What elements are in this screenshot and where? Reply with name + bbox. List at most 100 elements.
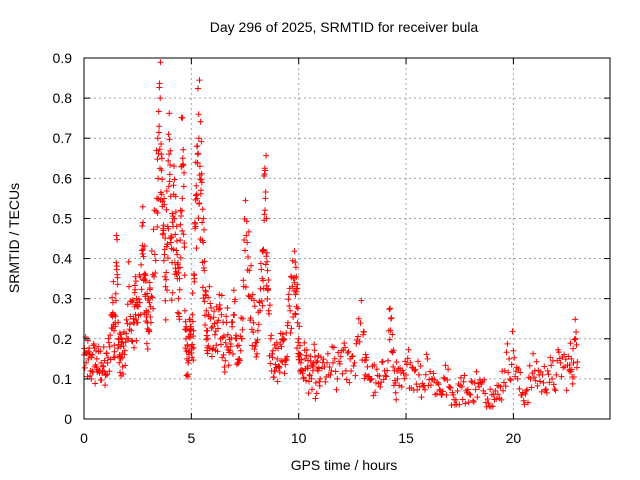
data-point <box>249 291 256 298</box>
data-point <box>500 387 507 394</box>
data-point <box>441 375 448 382</box>
data-point <box>294 319 301 326</box>
data-point <box>551 386 558 393</box>
data-point <box>113 232 120 239</box>
data-point <box>498 396 505 403</box>
data-point <box>330 344 337 351</box>
data-point <box>485 400 492 407</box>
data-point <box>436 386 443 393</box>
data-point <box>452 396 459 403</box>
data-point <box>236 342 243 349</box>
data-point <box>270 374 277 381</box>
data-points <box>81 59 581 410</box>
data-point <box>405 346 412 353</box>
data-point <box>264 267 271 274</box>
data-point <box>85 355 92 362</box>
data-point <box>151 251 158 258</box>
data-point <box>160 257 167 264</box>
data-point <box>558 373 565 380</box>
data-point <box>172 193 179 200</box>
data-point <box>203 332 210 339</box>
data-point <box>242 284 249 291</box>
data-point <box>530 374 537 381</box>
data-point <box>161 273 168 280</box>
data-point <box>314 358 321 365</box>
data-point <box>120 342 127 349</box>
data-point <box>387 305 394 312</box>
data-point <box>407 359 414 366</box>
data-point <box>386 306 393 313</box>
data-point <box>254 336 261 343</box>
data-point <box>92 380 99 387</box>
data-point <box>414 386 421 393</box>
data-point <box>346 379 353 386</box>
data-point <box>198 170 205 177</box>
y-tick-label: 0.9 <box>53 50 73 66</box>
data-point <box>335 349 342 356</box>
data-point <box>123 330 130 337</box>
data-point <box>160 222 167 229</box>
data-point <box>342 344 349 351</box>
data-point <box>166 110 173 117</box>
data-point <box>156 123 163 130</box>
data-point <box>327 371 334 378</box>
data-point <box>345 348 352 355</box>
data-point <box>126 283 133 290</box>
data-point <box>221 363 228 370</box>
data-point <box>438 392 445 399</box>
data-point <box>360 328 367 335</box>
chart-title: Day 296 of 2025, SRMTID for receiver bul… <box>210 19 479 35</box>
data-point <box>181 169 188 176</box>
data-point <box>402 358 409 365</box>
y-tick-label: 0.7 <box>53 130 73 146</box>
data-point <box>394 375 401 382</box>
data-point <box>202 321 209 328</box>
data-point <box>245 292 252 299</box>
data-point <box>302 355 309 362</box>
data-point <box>386 336 393 343</box>
data-point <box>532 377 539 384</box>
data-point <box>198 187 205 194</box>
data-point <box>546 379 553 386</box>
data-point <box>217 341 224 348</box>
data-point <box>156 80 163 87</box>
data-point <box>204 327 211 334</box>
data-point <box>114 281 121 288</box>
data-point <box>257 285 264 292</box>
data-point <box>262 189 269 196</box>
data-point <box>251 297 258 304</box>
data-point <box>128 327 135 334</box>
data-point <box>316 382 323 389</box>
data-point <box>348 367 355 374</box>
data-point <box>292 310 299 317</box>
data-point <box>158 191 165 198</box>
data-point <box>166 171 173 178</box>
data-point <box>268 332 275 339</box>
data-point <box>155 129 162 136</box>
data-point <box>272 367 279 374</box>
data-point <box>265 285 272 292</box>
data-point <box>292 311 299 318</box>
data-point <box>328 367 335 374</box>
data-point <box>520 397 527 404</box>
data-point <box>460 378 467 385</box>
data-point <box>201 267 208 274</box>
data-point <box>333 386 340 393</box>
data-point <box>465 399 472 406</box>
data-point <box>269 354 276 361</box>
data-point <box>243 218 250 225</box>
data-point <box>218 292 225 299</box>
data-point <box>467 391 474 398</box>
data-point <box>149 294 156 301</box>
data-point <box>481 376 488 383</box>
data-point <box>543 386 550 393</box>
data-point <box>392 379 399 386</box>
data-point <box>355 315 362 322</box>
data-point <box>292 291 299 298</box>
data-point <box>163 206 170 213</box>
data-point <box>195 111 202 118</box>
data-point <box>162 235 169 242</box>
data-point <box>553 371 560 378</box>
data-point <box>219 334 226 341</box>
data-point <box>311 341 318 348</box>
